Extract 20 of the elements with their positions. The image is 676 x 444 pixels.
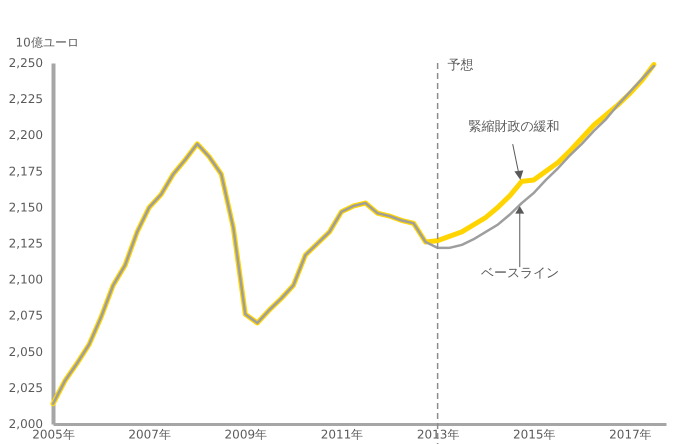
y-tick-label: 2,100	[8, 272, 43, 287]
y-tick-label: 2,150	[8, 200, 43, 214]
ref-line-label: 予想	[448, 58, 474, 73]
y-axis-title: 10億ユーロ	[16, 36, 79, 50]
x-tick-label: 2009年	[224, 428, 268, 442]
y-tick-label: 2,225	[8, 92, 43, 106]
y-tick-label: 2,125	[8, 236, 43, 250]
y-tick-label: 2,075	[8, 308, 43, 323]
y-tick-label: 2,175	[8, 164, 43, 178]
text: ベースライン	[480, 266, 559, 282]
series-label: 緊縮財政の緩和	[468, 119, 560, 134]
y-tick-label: 2,250	[8, 56, 43, 70]
x-tick-label: 2015年	[513, 428, 556, 442]
x-tick-label: 2011年	[320, 428, 364, 442]
y-tick-label: 2,025	[8, 380, 43, 395]
x-tick-label: 2007年	[128, 428, 171, 442]
y-tick-label: 2,200	[8, 128, 43, 142]
x-tick-label: 2013年	[416, 428, 460, 442]
x-tick-label: 2017年	[609, 428, 652, 442]
y-tick-label: 2,050	[8, 344, 43, 359]
